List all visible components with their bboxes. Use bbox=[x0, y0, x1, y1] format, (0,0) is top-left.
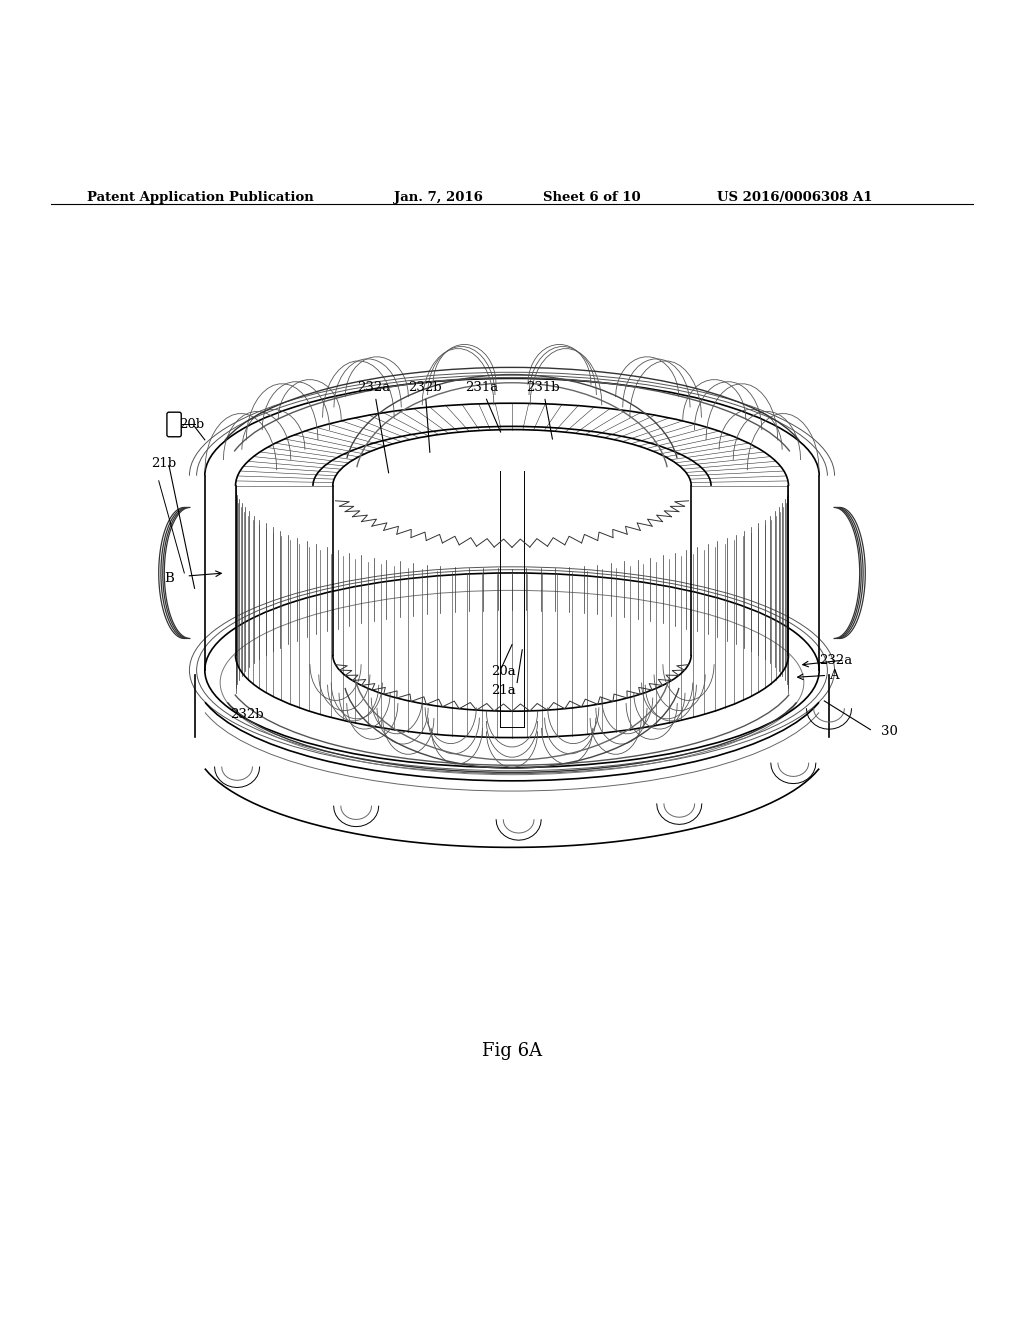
Text: 232b: 232b bbox=[409, 380, 441, 453]
Text: 21a: 21a bbox=[492, 684, 516, 697]
Text: A: A bbox=[829, 669, 839, 682]
Text: 21b: 21b bbox=[152, 457, 177, 470]
Text: 232b: 232b bbox=[230, 708, 264, 721]
Text: 231b: 231b bbox=[526, 380, 559, 440]
Text: 232a: 232a bbox=[819, 653, 852, 667]
Text: Sheet 6 of 10: Sheet 6 of 10 bbox=[543, 191, 640, 205]
Text: B: B bbox=[164, 572, 174, 585]
Text: Patent Application Publication: Patent Application Publication bbox=[87, 191, 313, 205]
Text: 232a: 232a bbox=[357, 380, 390, 473]
FancyBboxPatch shape bbox=[167, 412, 181, 437]
Text: 20b: 20b bbox=[179, 418, 205, 430]
Text: 20a: 20a bbox=[492, 665, 516, 678]
Text: US 2016/0006308 A1: US 2016/0006308 A1 bbox=[717, 191, 872, 205]
Text: Fig 6A: Fig 6A bbox=[482, 1043, 542, 1060]
Text: 30: 30 bbox=[881, 725, 897, 738]
Text: Jan. 7, 2016: Jan. 7, 2016 bbox=[394, 191, 483, 205]
Text: 231a: 231a bbox=[465, 380, 501, 432]
